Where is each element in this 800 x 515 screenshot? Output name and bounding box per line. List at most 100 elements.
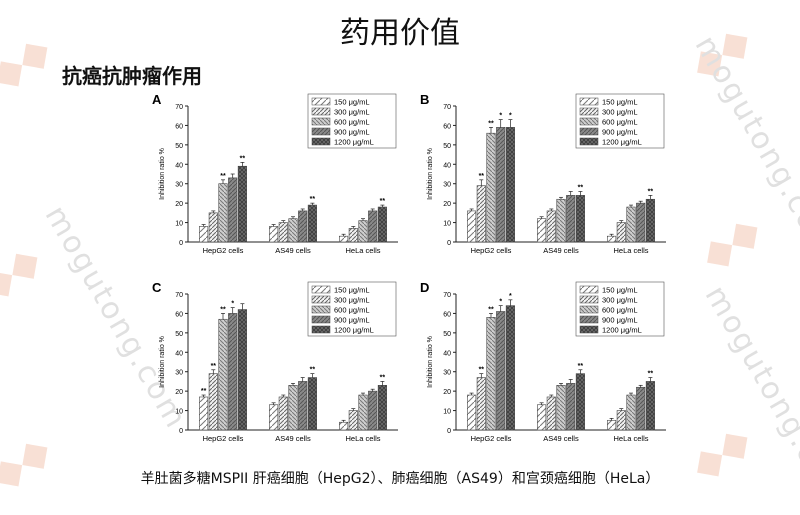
bar xyxy=(228,313,238,431)
legend-swatch xyxy=(311,97,331,106)
x-tick-label: AS49 cells xyxy=(275,246,311,255)
y-tick-label: 40 xyxy=(443,162,451,169)
bar xyxy=(645,381,655,431)
bar xyxy=(486,132,496,243)
bar xyxy=(358,394,368,431)
watermark-logo: ◆◆ xyxy=(0,426,60,500)
y-tick-label: 50 xyxy=(175,331,183,338)
bar xyxy=(199,226,209,243)
bar xyxy=(307,204,317,243)
significance-label: ** xyxy=(220,306,226,313)
significance-label: ** xyxy=(479,173,485,180)
significance-label: ** xyxy=(648,371,654,378)
legend-swatch xyxy=(579,325,599,334)
bar xyxy=(496,127,506,243)
bar xyxy=(288,385,298,431)
legend-label: 150 μg/mL xyxy=(334,286,370,295)
bar xyxy=(208,373,218,431)
y-tick-label: 70 xyxy=(443,292,451,299)
significance-label: * xyxy=(499,299,502,306)
bar xyxy=(616,410,626,431)
legend-swatch xyxy=(311,295,331,304)
legend-swatch xyxy=(579,305,599,314)
y-tick-label: 20 xyxy=(175,389,183,396)
x-tick-label: HepG2 cells xyxy=(203,434,244,443)
x-tick-label: HepG2 cells xyxy=(203,246,244,255)
bar xyxy=(339,421,349,431)
y-tick-label: 30 xyxy=(443,182,451,189)
significance-label: * xyxy=(499,113,502,120)
bar xyxy=(556,385,566,431)
bar xyxy=(218,183,228,243)
y-tick-label: 0 xyxy=(179,240,183,247)
y-tick-label: 50 xyxy=(443,143,451,150)
bar xyxy=(288,218,298,243)
legend-label: 300 μg/mL xyxy=(602,296,638,305)
bar xyxy=(269,226,279,243)
x-tick-label: HeLa cells xyxy=(345,434,380,443)
bar xyxy=(348,410,358,431)
significance-label: ** xyxy=(220,173,226,180)
significance-label: * xyxy=(509,113,512,120)
bar xyxy=(556,198,566,243)
y-tick-label: 10 xyxy=(175,409,183,416)
legend-label: 150 μg/mL xyxy=(334,98,370,107)
legend-label: 300 μg/mL xyxy=(602,108,638,117)
significance-label: ** xyxy=(240,155,246,162)
legend-label: 600 μg/mL xyxy=(334,306,370,315)
chart-panel: A 0 10 20 30 40 50 60 70 Inhibition ratio % ** ** He… xyxy=(152,92,398,255)
bar xyxy=(636,202,646,243)
y-tick-label: 50 xyxy=(175,143,183,150)
bar xyxy=(278,222,288,243)
legend-swatch xyxy=(579,127,599,136)
significance-label: ** xyxy=(310,367,316,374)
y-tick-label: 30 xyxy=(175,370,183,377)
panel-letter: C xyxy=(152,280,162,295)
significance-label: ** xyxy=(648,188,654,195)
y-tick-label: 60 xyxy=(443,311,451,318)
legend-label: 1200 μg/mL xyxy=(334,326,374,335)
legend-swatch xyxy=(311,325,331,334)
legend-swatch xyxy=(579,97,599,106)
slide-subtitle: 抗癌抗肿瘤作用 xyxy=(62,64,202,88)
bar xyxy=(278,396,288,431)
legend-swatch xyxy=(311,117,331,126)
legend-swatch xyxy=(579,117,599,126)
panel-letter: A xyxy=(152,92,162,107)
significance-label: ** xyxy=(488,120,494,127)
legend-label: 1200 μg/mL xyxy=(602,138,642,147)
significance-label: ** xyxy=(578,184,584,191)
bar xyxy=(339,235,349,243)
bar xyxy=(368,210,378,243)
y-tick-label: 30 xyxy=(443,370,451,377)
bar xyxy=(348,228,358,243)
legend-label: 300 μg/mL xyxy=(334,296,370,305)
bar xyxy=(575,373,585,431)
legend-swatch xyxy=(579,137,599,146)
x-tick-label: HeLa cells xyxy=(345,246,380,255)
legend-swatch xyxy=(311,305,331,314)
y-tick-label: 10 xyxy=(443,409,451,416)
significance-label: ** xyxy=(211,363,217,370)
bar xyxy=(626,394,636,431)
y-tick-label: 40 xyxy=(175,350,183,357)
significance-label: * xyxy=(231,301,234,308)
bar xyxy=(636,386,646,431)
y-tick-label: 10 xyxy=(175,221,183,228)
y-tick-label: 10 xyxy=(443,221,451,228)
y-tick-label: 20 xyxy=(175,201,183,208)
bar xyxy=(626,206,636,243)
legend-label: 300 μg/mL xyxy=(334,108,370,117)
y-axis-label: Inhibition ratio % xyxy=(427,148,434,200)
significance-label: ** xyxy=(310,196,316,203)
bar xyxy=(496,311,506,431)
bar xyxy=(307,377,317,431)
y-tick-label: 30 xyxy=(175,182,183,189)
legend-swatch xyxy=(579,285,599,294)
y-tick-label: 50 xyxy=(443,331,451,338)
bar xyxy=(546,396,556,431)
x-tick-label: HeLa cells xyxy=(613,246,648,255)
